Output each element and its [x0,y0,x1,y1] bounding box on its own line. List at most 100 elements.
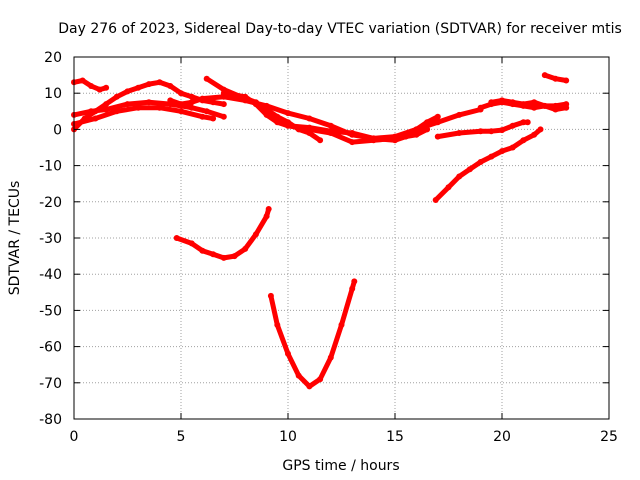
data-point [306,115,313,122]
data-point [520,119,527,126]
data-point [113,108,120,115]
data-point [220,113,227,120]
data-point [499,148,505,155]
data-point [327,354,334,361]
data-point [563,77,570,84]
data-point [541,72,548,79]
data-point [88,83,95,89]
y-tick-label: -30 [39,231,62,247]
grid-lines [74,57,609,419]
data-point [265,206,272,212]
data-point [220,254,227,261]
data-point [210,99,217,106]
x-tick-label: 15 [386,429,404,445]
data-point [231,92,238,98]
data-point [370,137,377,144]
data-point [306,383,313,390]
data-point [520,137,527,144]
data-point [188,240,195,247]
data-track-track-8 [285,123,430,145]
data-point [88,108,95,115]
data-point [524,119,531,126]
data-point [103,101,110,108]
data-point [456,173,463,180]
data-point [499,127,505,134]
data-point [537,126,544,133]
data-point [327,130,334,136]
data-point [92,115,99,122]
data-point [173,235,180,241]
data-point [349,139,356,146]
x-axis-label: GPS time / hours [282,458,399,474]
y-tick-label: -20 [39,195,62,211]
data-point [252,231,259,238]
data-point [199,113,206,120]
y-tick-label: -40 [39,267,62,283]
data-point [477,104,484,111]
data-point [531,104,538,111]
data-point [220,101,227,108]
data-point [413,131,420,138]
data-point [317,376,324,383]
data-point [563,104,570,111]
data-point [203,108,210,115]
data-point [456,111,463,118]
data-point [499,97,505,104]
data-point [263,213,270,220]
data-point [445,184,452,191]
y-axis-label: SDTVAR / TECUs [7,181,23,296]
data-point [552,106,559,113]
chart-title: Day 276 of 2023, Sidereal Day-to-day VTE… [58,21,622,37]
data-point [263,111,270,118]
data-point [392,135,398,142]
data-point [188,99,195,106]
data-point [477,128,484,135]
data-point [456,130,463,136]
data-point [267,292,274,299]
data-point [156,79,163,86]
data-tracks [71,72,570,390]
data-point [531,131,538,138]
data-point [231,253,238,260]
y-tick-label: 20 [44,50,62,66]
data-point [295,372,302,379]
y-tick-label: -10 [39,159,62,175]
y-tick-label: -50 [39,303,62,319]
data-track-track-4 [71,105,216,127]
data-point [178,108,184,115]
data-point [509,144,516,151]
data-point [199,95,206,102]
data-point [167,97,174,104]
data-point [79,77,86,84]
data-point [488,99,495,106]
data-point [520,101,527,108]
data-point [113,93,120,100]
data-point [199,247,206,254]
data-point [488,128,495,135]
x-tick-label: 5 [177,429,186,445]
axis-ticks: 0 5 10 15 20 25 -80 -70 -60 -50 -40 -30 -20 -10 0 10 20 [39,50,618,445]
data-point [124,101,131,108]
data-point [103,84,110,91]
data-point [220,90,227,97]
data-point [135,84,142,91]
data-point [434,119,441,126]
data-point [285,110,291,117]
data-point [432,197,439,203]
data-point [124,88,131,95]
data-point [509,99,516,106]
data-point [338,321,345,328]
data-point [434,113,441,120]
data-point [306,126,313,133]
data-track-track-15 [268,278,357,389]
data-point [317,137,324,144]
data-point [509,122,516,129]
data-point [531,99,538,106]
data-point [274,321,281,328]
y-tick-label: -80 [39,412,62,428]
data-point [424,119,431,126]
data-point [413,126,420,133]
data-point [285,122,291,129]
data-point [188,93,195,100]
